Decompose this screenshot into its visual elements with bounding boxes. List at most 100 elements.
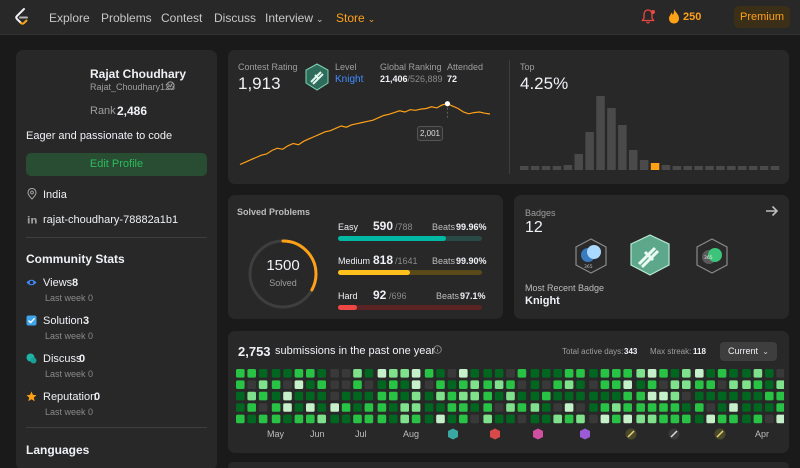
heatmap-cell [389,414,398,424]
distribution-bar [672,166,682,170]
heatmap-cell [424,380,434,389]
heatmap-cell [436,369,445,378]
heatmap-cell [542,391,551,401]
heatmap-cell [447,391,457,401]
heatmap-cell [258,414,268,424]
heatmap-cell [459,369,468,378]
top-label: Top [520,62,535,72]
month-badge-icon[interactable] [714,428,726,440]
heatmap-cell [294,403,304,412]
heatmap-cell [636,403,645,412]
heatmap-cell [506,380,515,389]
contest-card: Contest Rating 1,913 Level Knight Global… [228,50,789,184]
365-days-badge-icon[interactable]: 365 [573,237,609,275]
heatmap-cell [553,403,562,412]
medium-solved: 818 [373,253,394,267]
level-label: Level [335,62,357,72]
heatmap-cell [612,369,621,378]
heatmap-cell [553,391,562,401]
solved-label: Solved [269,278,297,288]
month-badge-icon[interactable] [489,428,501,440]
avatar[interactable] [26,64,90,128]
month-label: Jul [355,429,367,439]
heatmap-cell [717,391,727,401]
chevron-down-icon: ⌄ [316,14,324,24]
nav-interview[interactable]: Interview ⌄ [265,11,324,25]
linkedin-link[interactable]: rajat-choudhary-78882a1b1 [43,214,179,226]
bell-icon[interactable] [641,9,655,25]
heatmap-cell [377,380,387,389]
premium-button[interactable]: Premium [734,6,790,28]
heatmap-cell [271,403,281,412]
heatmap-cell [765,380,774,389]
heatmap-cell [377,414,387,424]
heatmap-cell [765,403,774,412]
distribution-bar [661,165,671,170]
heatmap-cell [330,369,339,378]
nav-store[interactable]: Store ⌄ [336,11,375,25]
month-badge-icon[interactable] [579,428,591,440]
heatmap-cell [695,369,704,378]
heatmap-cell [623,414,632,424]
heatmap-cell [341,414,351,424]
heatmap-cell [530,380,540,389]
stat-discuss-label: Discuss [43,353,82,365]
knight-badge-icon[interactable] [628,233,672,277]
heatmap-cell [236,414,245,424]
submissions-label: submissions in the past one year [275,345,436,357]
heatmap-cell [695,403,704,412]
distribution-bar [607,108,616,170]
info-icon[interactable] [433,345,442,354]
year-select[interactable]: Current ⌄ [720,342,777,361]
level-value: Knight [335,74,364,85]
stat-views-label: Views [43,277,73,289]
distribution-bar-chart[interactable] [520,94,780,172]
nav-problems[interactable]: Problems [101,11,152,25]
nav-explore[interactable]: Explore [49,11,90,25]
leetcode-logo-icon[interactable] [12,7,32,27]
heatmap-cell [542,403,551,412]
month-badge-icon[interactable] [668,428,680,440]
heatmap-cell [411,403,421,412]
heatmap-cell [447,414,457,424]
month-label: Aug [403,429,420,439]
month-badge-icon[interactable] [447,428,459,440]
heatmap-cell [459,391,468,401]
streak-count[interactable]: 250 [683,11,702,23]
edit-profile-button[interactable]: Edit Profile [26,153,207,176]
nav-contest[interactable]: Contest [161,11,203,25]
chevron-down-icon: ⌄ [762,347,769,356]
365-days-badge-icon[interactable]: 365 [694,237,730,275]
fire-icon[interactable] [668,9,680,24]
heatmap-cell [506,369,515,378]
easy-progress-bar [338,236,482,241]
stat-reputation-sub: Last week 0 [45,407,94,417]
heatmap-cell [341,380,351,389]
rating-line-chart[interactable] [238,94,506,178]
month-label: Jun [310,429,325,439]
stat-reputation-value: 0 [94,391,101,403]
profile-name: Rajat Choudhary [90,67,187,81]
heatmap-cell [517,380,527,389]
easy-label: Easy [338,222,359,232]
heatmap-cell [776,414,784,424]
heatmap-cell [564,380,574,389]
heatmap-cell [483,403,492,412]
easy-beats-label: Beats [432,222,456,232]
heatmap-cell [411,391,421,401]
medium-beats-label: Beats [432,256,456,266]
nav-discuss[interactable]: Discuss [214,11,257,25]
distribution-bar [541,166,551,170]
nav-interview-label: Interview [265,11,314,25]
month-badge-icon[interactable] [625,428,637,440]
month-badge-icon[interactable] [532,428,544,440]
heatmap-cell [364,391,374,401]
heatmap-cell [389,403,398,412]
stat-solution-value: 3 [83,315,90,327]
heatmap-grid[interactable] [236,369,784,425]
heatmap-cell [364,380,374,389]
arrow-right-icon[interactable] [764,203,780,219]
heatmap-cell [258,403,268,412]
heatmap-cell [517,391,527,401]
distribution-bar [520,166,529,170]
